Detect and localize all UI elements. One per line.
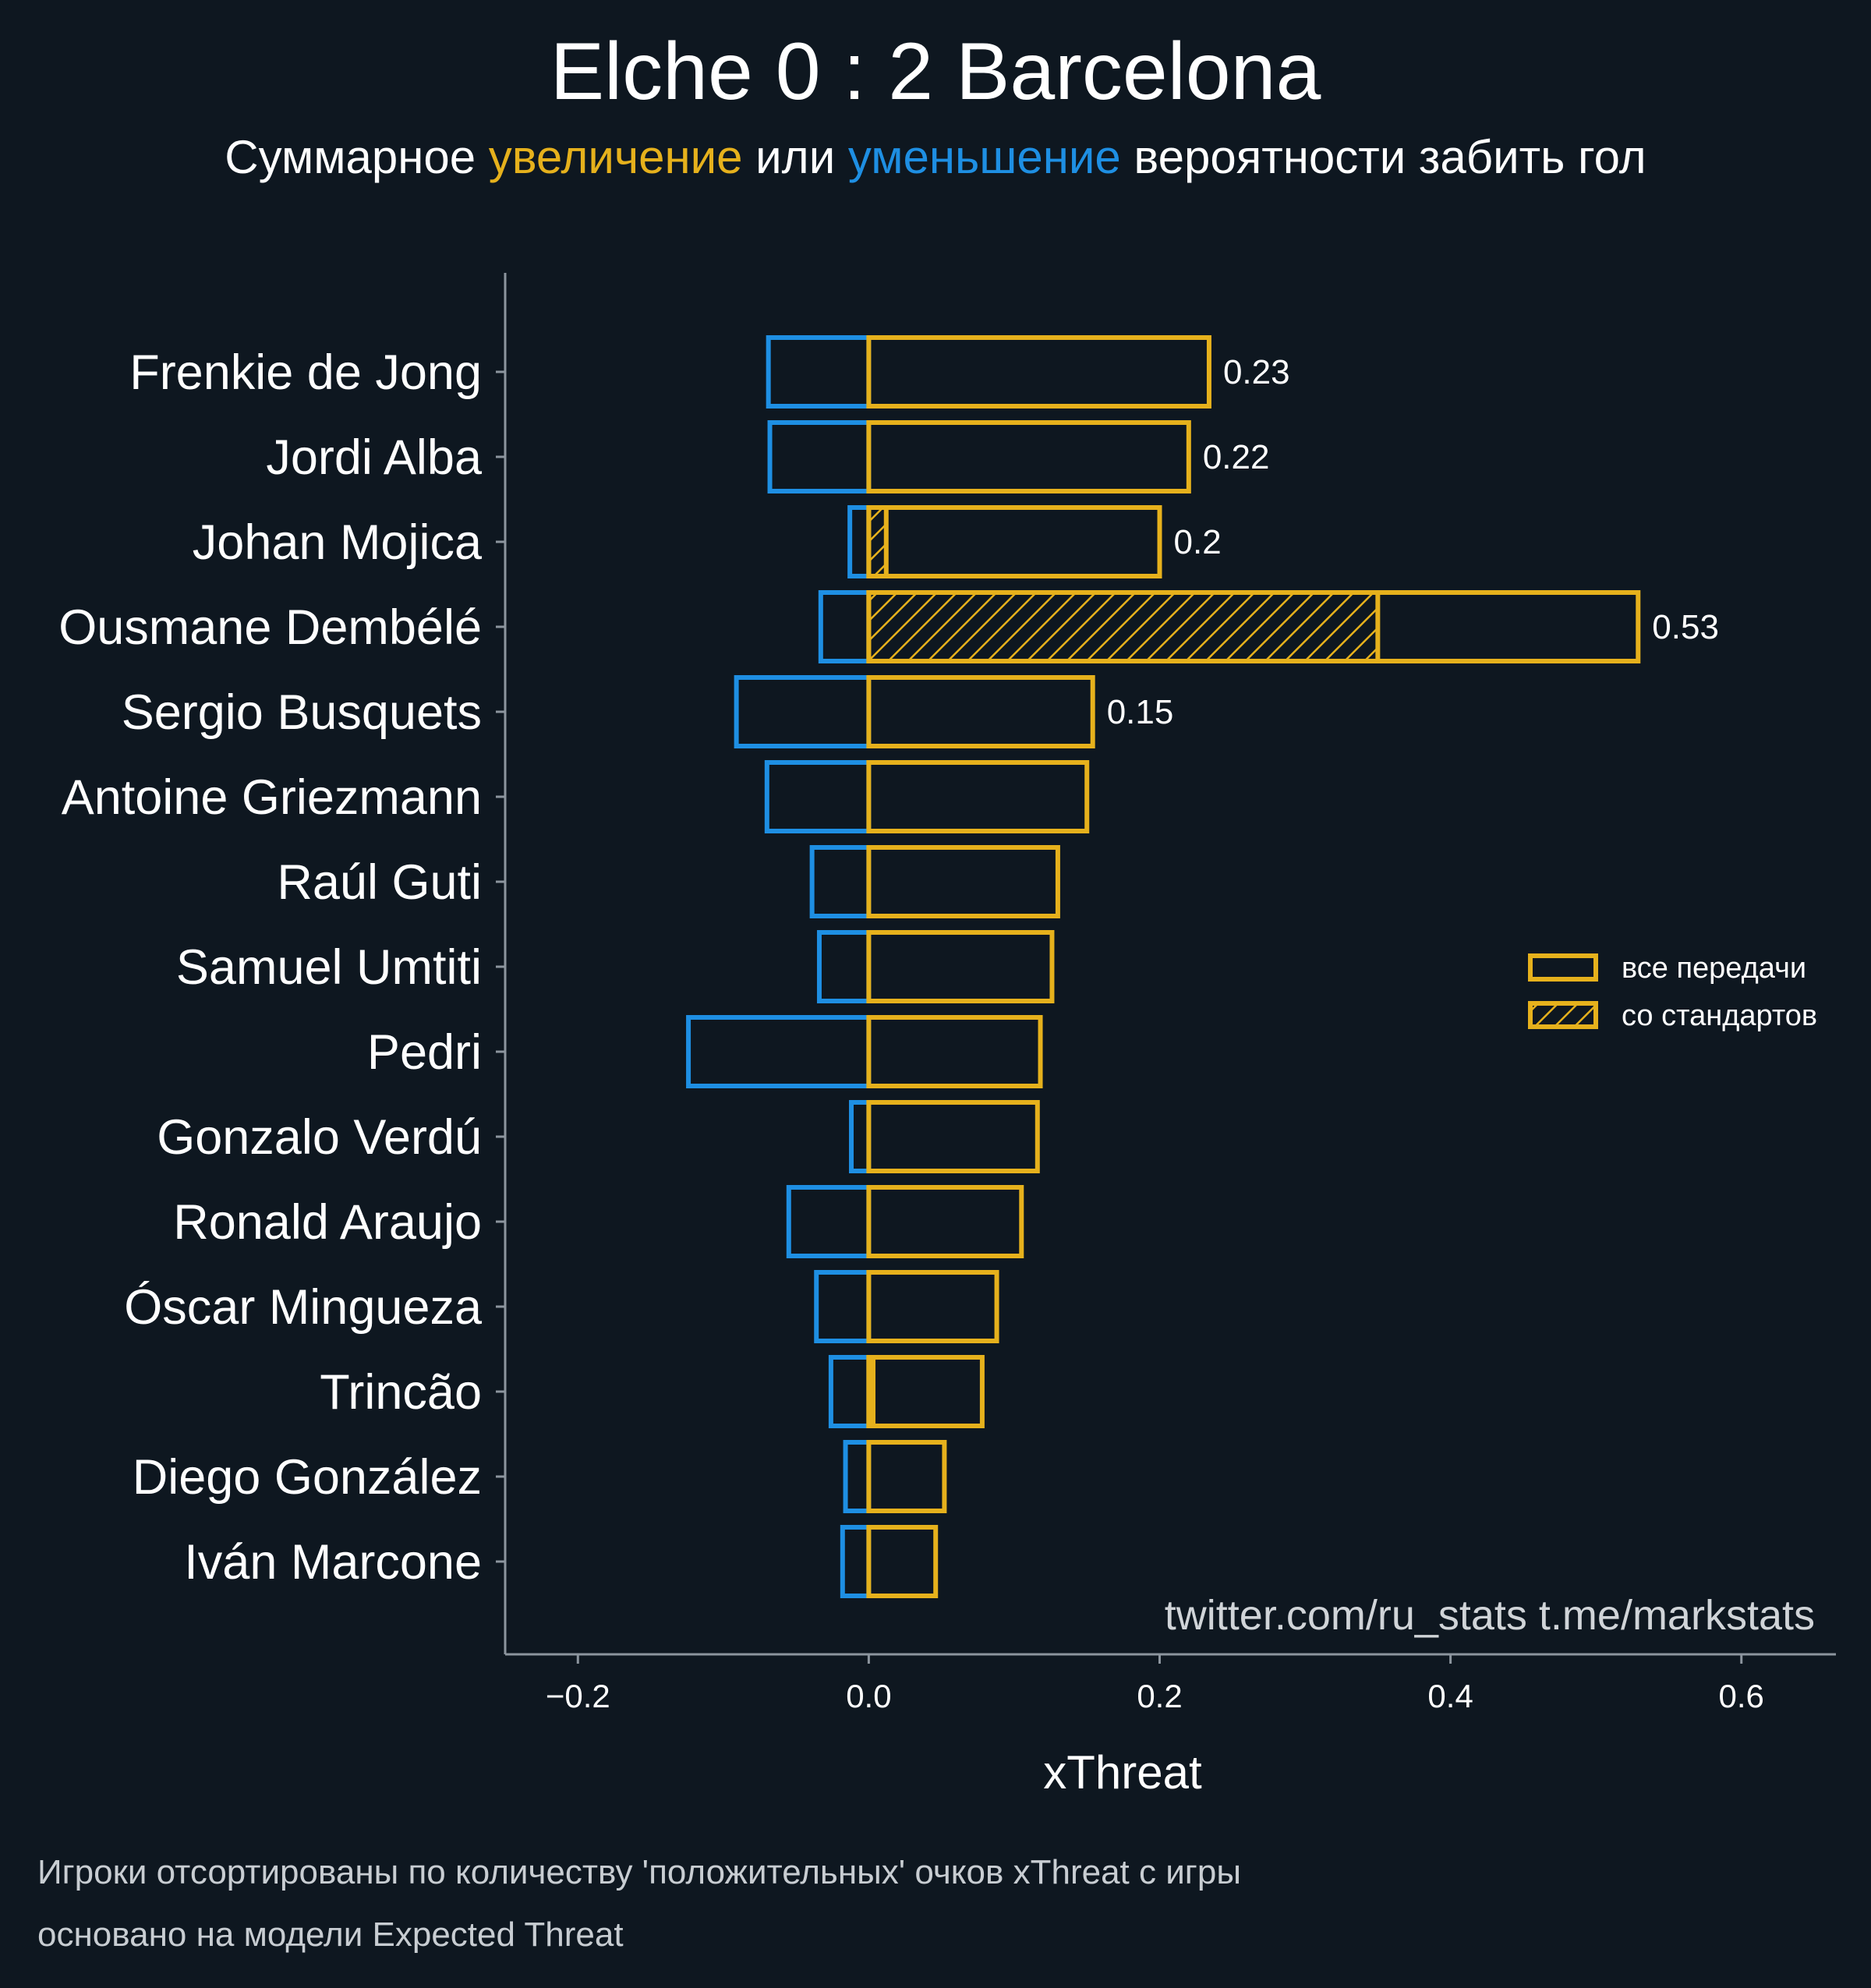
bar-negative <box>828 1355 872 1428</box>
x-tick-label: 0.2 <box>1137 1678 1182 1714</box>
bar-positive <box>866 335 1211 409</box>
footer-note-line-1: Игроки отсортированы по количеству 'поло… <box>37 1853 1241 1891</box>
x-tick-label: 0.4 <box>1427 1678 1473 1714</box>
player-label: Samuel Umtiti <box>176 940 482 995</box>
bar-positive <box>866 420 1191 493</box>
bar-positive <box>866 590 1641 663</box>
bar-positive <box>866 930 1055 1003</box>
bar-positive <box>866 1185 1024 1258</box>
bar-negative <box>816 930 872 1003</box>
chart-title: Elche 0 : 2 Barcelona <box>550 27 1321 117</box>
player-label: Gonzalo Verdú <box>157 1110 482 1165</box>
value-label: 0.22 <box>1203 438 1270 476</box>
bar-positive <box>866 1355 985 1428</box>
player-label: Diego González <box>133 1450 482 1505</box>
player-label: Pedri <box>367 1025 482 1080</box>
bar-negative <box>809 845 872 918</box>
bar-negative <box>767 420 872 493</box>
bar-positive <box>866 1525 939 1598</box>
bars <box>686 335 1641 1598</box>
value-label: 0.53 <box>1652 608 1719 646</box>
bar-positive <box>866 845 1060 918</box>
value-label: 0.2 <box>1174 523 1222 561</box>
subtitle-part-2: или <box>742 131 848 183</box>
legend-label: все передачи <box>1622 952 1806 985</box>
axes <box>504 273 1836 1656</box>
x-tick-label: −0.2 <box>546 1678 610 1714</box>
footer-note-line-2: основано на модели Expected Threat <box>37 1915 624 1954</box>
bar-set-pieces <box>866 505 889 578</box>
legend-label: со стандартов <box>1622 999 1817 1032</box>
bar-negative <box>764 760 872 833</box>
bar-negative <box>840 1525 872 1598</box>
x-tick-labels: −0.2 0.0 0.2 0.4 0.6 <box>546 1654 1764 1714</box>
player-label: Iván Marcone <box>184 1535 482 1590</box>
bar-set-pieces <box>866 590 1381 663</box>
player-label: Raúl Guti <box>277 855 482 910</box>
x-tick-label: 0.0 <box>846 1678 891 1714</box>
x-axis-label: xThreat <box>1043 1746 1202 1799</box>
bar-negative <box>843 1440 872 1513</box>
player-label: Ousmane Dembélé <box>58 600 482 655</box>
bar-negative <box>686 1015 872 1088</box>
subtitle-decrease: уменьшение <box>847 131 1121 183</box>
player-label: Johan Mojica <box>193 515 483 570</box>
bar-negative <box>847 505 872 578</box>
bar-negative <box>786 1185 872 1258</box>
bar-negative <box>766 335 872 409</box>
y-tick-labels: Frenkie de Jong Jordi Alba Johan Mojica Ous… <box>58 345 505 1590</box>
bar-negative <box>734 675 872 748</box>
value-label: 0.23 <box>1223 353 1290 391</box>
subtitle-part-1: Суммарное <box>225 131 489 183</box>
value-label: 0.15 <box>1107 693 1174 731</box>
player-label: Antoine Griezmann <box>62 770 482 825</box>
subtitle-increase: увеличение <box>488 131 743 183</box>
player-label: Frenkie de Jong <box>129 345 482 400</box>
legend: все передачи со стандартов <box>1528 952 1817 1032</box>
bar-positive <box>866 1015 1043 1088</box>
player-label: Trincão <box>320 1365 482 1420</box>
legend-swatch-outline <box>1528 953 1598 982</box>
bar-positive <box>866 760 1090 833</box>
subtitle-part-3: вероятности забить гол <box>1120 131 1646 183</box>
bar-positive <box>866 675 1095 748</box>
player-label: Sergio Busquets <box>122 685 482 740</box>
credit-text: twitter.com/ru_stats t.me/markstats <box>1165 1592 1815 1639</box>
bar-positive <box>866 1440 947 1513</box>
bar-negative <box>814 1270 872 1343</box>
legend-swatch-hatched <box>1528 1001 1598 1029</box>
bar-negative <box>849 1100 872 1173</box>
player-label: Óscar Mingueza <box>124 1280 483 1335</box>
player-label: Ronald Araujo <box>173 1195 482 1250</box>
bar-positive <box>866 505 1162 578</box>
bar-negative <box>818 590 872 663</box>
chart-subtitle: Суммарное увеличение или уменьшение веро… <box>0 126 1871 189</box>
value-labels: 0.23 0.22 0.2 0.53 0.15 <box>1107 353 1719 731</box>
x-tick-label: 0.6 <box>1719 1678 1764 1714</box>
player-label: Jordi Alba <box>266 430 483 485</box>
bar-positive <box>866 1270 999 1343</box>
bar-positive <box>866 1100 1040 1173</box>
